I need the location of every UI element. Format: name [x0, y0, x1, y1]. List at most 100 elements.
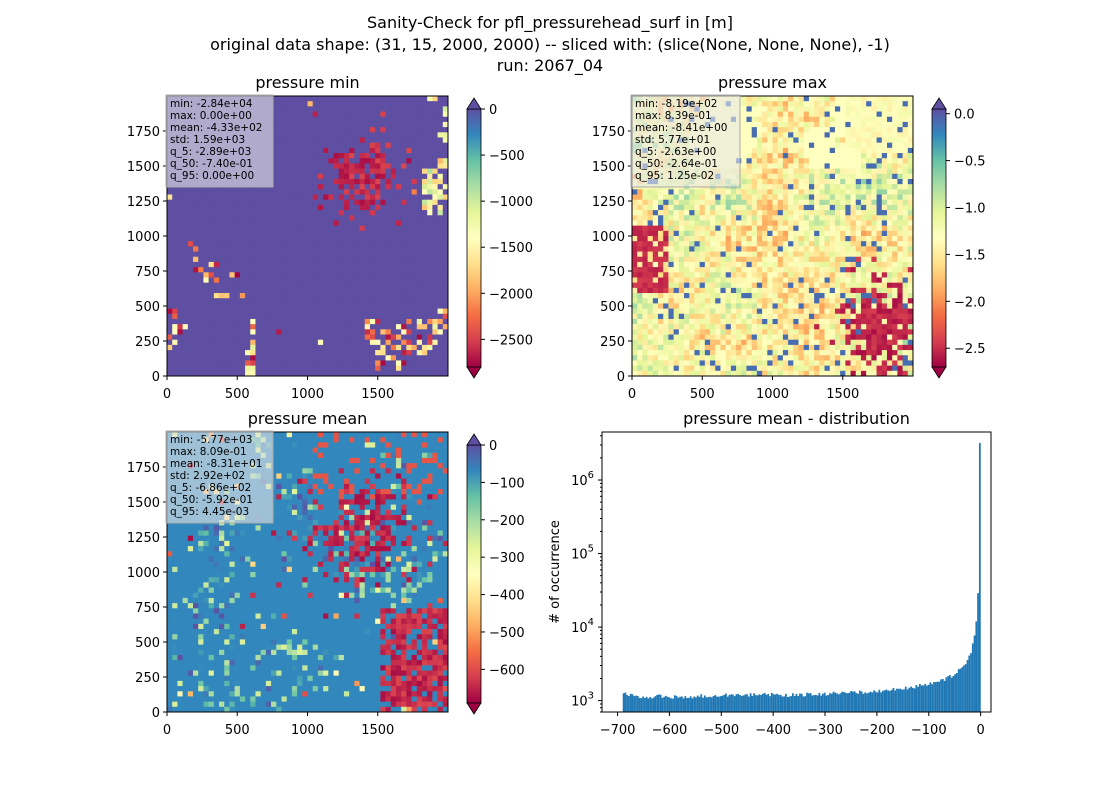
heatmap-cell	[694, 287, 701, 294]
heatmap-cell	[421, 121, 428, 128]
heatmap-cell	[390, 210, 397, 216]
heatmap-cell	[814, 277, 820, 284]
heatmap-cell	[406, 194, 412, 201]
heatmap-cell	[416, 96, 423, 102]
heatmap-cell	[193, 230, 199, 237]
heatmap-cell	[219, 334, 225, 341]
heatmap-cell	[876, 230, 883, 237]
heatmap-cell	[213, 360, 220, 367]
heatmap-cell	[632, 225, 638, 232]
heatmap-cell	[297, 137, 303, 144]
heatmap-cell	[855, 106, 862, 112]
heatmap-cell	[720, 287, 727, 294]
heatmap-cell	[385, 158, 392, 164]
heatmap-cell	[401, 199, 407, 206]
heatmap-cell	[349, 111, 355, 118]
heatmap-cell	[406, 236, 412, 242]
heatmap-cell	[416, 355, 423, 361]
heatmap-cell	[333, 147, 340, 154]
heatmap-cell	[756, 199, 763, 206]
heatmap-cell	[824, 163, 831, 169]
heatmap-cell	[281, 324, 288, 330]
heatmap-cell	[255, 194, 262, 201]
heatmap-cell	[406, 137, 412, 144]
heatmap-cell	[834, 173, 841, 180]
heatmap-cell	[437, 132, 444, 138]
heatmap-cell	[788, 246, 794, 252]
heatmap-cell	[876, 116, 883, 123]
heatmap-cell	[297, 194, 303, 201]
heatmap-cell	[343, 111, 350, 118]
heatmap-cell	[354, 147, 360, 154]
heatmap-cell	[416, 251, 423, 258]
heatmap-cell	[297, 210, 303, 216]
heatmap-cell	[897, 256, 903, 263]
heatmap-cell	[411, 365, 418, 372]
heatmap-cell	[652, 272, 659, 278]
heatmap-cell	[881, 153, 888, 159]
heatmap-cell	[421, 173, 428, 180]
heatmap-cell	[730, 220, 737, 227]
heatmap-cell	[632, 282, 638, 289]
heatmap-cell	[182, 220, 189, 227]
heatmap-cell	[720, 261, 727, 268]
heatmap-cell	[401, 293, 407, 299]
heatmap-cell	[265, 293, 272, 299]
heatmap-cell	[208, 277, 215, 284]
heatmap-cell	[250, 199, 256, 206]
heatmap-cell	[286, 344, 293, 351]
heatmap-cell	[354, 350, 360, 356]
heatmap-cell	[271, 251, 277, 258]
heatmap-cell	[302, 173, 308, 180]
heatmap-cell	[359, 318, 366, 325]
heatmap-cell	[395, 189, 402, 195]
heatmap-cell	[746, 158, 753, 164]
heatmap-cell	[328, 121, 334, 128]
heatmap-cell	[317, 199, 324, 206]
heatmap-cell	[798, 204, 805, 211]
heatmap-cell	[343, 210, 350, 216]
heatmap-cell	[369, 241, 376, 247]
heatmap-cell	[788, 261, 794, 268]
heatmap-cell	[892, 272, 898, 278]
heatmap-cell	[172, 220, 178, 227]
heatmap-cell	[323, 147, 329, 154]
heatmap-cell	[798, 142, 805, 149]
heatmap-cell	[850, 147, 857, 154]
heatmap-cell	[715, 199, 721, 206]
heatmap-cell	[416, 163, 423, 169]
heatmap-cell	[730, 287, 737, 294]
heatmap-cell	[177, 365, 184, 372]
heatmap-cell	[359, 215, 366, 221]
heatmap-cell	[369, 313, 376, 320]
heatmap-cell	[208, 204, 215, 211]
heatmap-cell	[172, 199, 178, 206]
heatmap-cell	[198, 370, 204, 377]
heatmap-cell	[673, 189, 680, 195]
heatmap-cell	[793, 272, 799, 278]
heatmap-cell	[343, 204, 350, 211]
heatmap-cell	[333, 168, 340, 175]
heatmap-cell	[349, 236, 355, 242]
heatmap-cell	[208, 189, 215, 195]
heatmap-cell	[746, 220, 753, 227]
heatmap-cell	[897, 168, 903, 175]
heatmap-cell	[172, 256, 178, 263]
heatmap-cell	[338, 324, 345, 330]
heatmap-cell	[777, 251, 784, 258]
heatmap-cell	[380, 370, 386, 377]
heatmap-cell	[772, 267, 779, 273]
heatmap-cell	[658, 220, 664, 227]
heatmap-cell	[886, 137, 893, 144]
heatmap-cell	[845, 106, 851, 112]
heatmap-cell	[840, 210, 846, 216]
heatmap-cell	[375, 272, 381, 278]
heatmap-cell	[239, 246, 246, 252]
heatmap-cell	[652, 236, 659, 242]
heatmap-cell	[814, 96, 820, 102]
heatmap-cell	[260, 303, 267, 309]
heatmap-cell	[219, 204, 225, 211]
heatmap-cell	[432, 370, 438, 377]
heatmap-cell	[767, 256, 773, 263]
heatmap-cell	[427, 360, 433, 367]
